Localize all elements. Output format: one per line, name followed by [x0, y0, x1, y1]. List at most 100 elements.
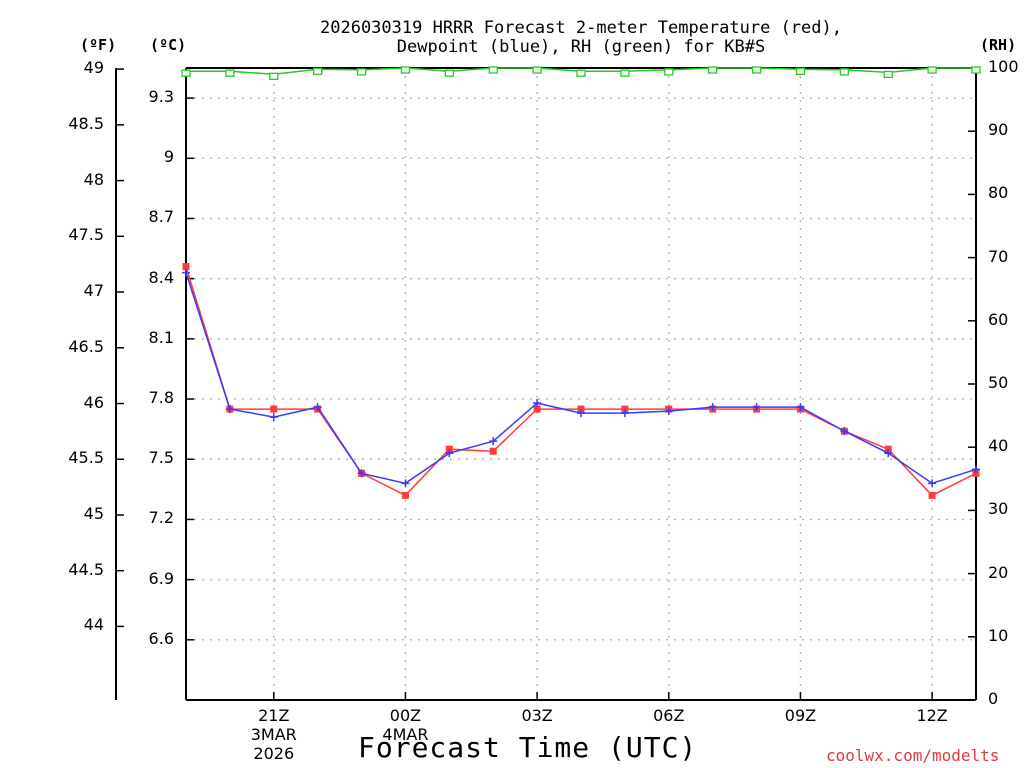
fahrenheit-tick-label: 45	[83, 503, 104, 523]
chart-title-line1: 2026030319 HRRR Forecast 2-meter Tempera…	[320, 18, 842, 38]
fahrenheit-tick-label: 48	[83, 169, 104, 189]
dewpoint-point	[313, 403, 322, 412]
rh-point	[971, 66, 981, 74]
fahrenheit-tick-label: 46.5	[68, 336, 104, 356]
fahrenheit-tick-label: 45.5	[68, 448, 104, 468]
fahrenheit-tick-label: 44	[83, 615, 104, 635]
temperature-point	[445, 445, 453, 453]
rh-unit-label: (RH)	[980, 36, 1017, 54]
temperature-point	[621, 405, 629, 413]
x-tick-label: 00Z	[389, 706, 422, 725]
dewpoint-point	[533, 399, 542, 408]
rh-point	[488, 66, 498, 74]
rh-tick-label: 20	[988, 562, 1009, 582]
rh-point	[883, 70, 893, 79]
dewpoint-series-line	[185, 272, 976, 485]
celsius-tick-label: 7.8	[148, 388, 174, 408]
rh-tick-label: 50	[988, 373, 1009, 392]
dewpoint-point	[796, 403, 805, 412]
fahrenheit-tick-label: 47	[83, 281, 104, 301]
rh-point	[356, 68, 367, 76]
rh-point	[444, 69, 454, 77]
chart-title-line2: Dewpoint (blue), RH (green) for KB#S	[396, 37, 766, 57]
x-tick-label: 21Z	[258, 706, 290, 725]
temperature-point	[401, 491, 409, 499]
temperature-point	[182, 263, 190, 271]
rh-point	[927, 66, 937, 74]
dewpoint-point	[489, 437, 498, 446]
rh-tick-label: 80	[988, 183, 1009, 203]
x-tick-label: 03Z	[521, 706, 553, 725]
dewpoint-point	[577, 409, 585, 418]
dewpoint-point	[225, 405, 234, 414]
rh-point	[313, 67, 323, 75]
rh-series-line	[186, 67, 976, 76]
celsius-tick-label: 9.3	[148, 87, 174, 107]
x-tick-date-label: 4MAR	[382, 725, 429, 744]
fahrenheit-tick-label: 47.5	[68, 225, 104, 245]
fahrenheit-tick-label: 46	[83, 392, 104, 412]
celsius-tick-label: 6.9	[148, 568, 174, 588]
rh-tick-label: 30	[988, 499, 1009, 519]
rh-point	[620, 69, 630, 77]
dewpoint-point	[884, 449, 893, 458]
rh-tick-label: 60	[988, 309, 1009, 329]
rh-point	[839, 68, 849, 76]
dewpoint-point	[664, 407, 673, 416]
dewpoint-point	[840, 427, 849, 436]
x-tick-date-label: 3MAR	[250, 725, 297, 744]
dewpoint-point	[357, 469, 366, 478]
rh-tick-label: 100	[988, 57, 1019, 76]
dewpoint-point	[972, 465, 980, 474]
x-tick-year-label: 2026	[253, 744, 295, 763]
rh-tick-label: 70	[988, 246, 1009, 266]
source-credit: coolwx.com/modelts	[826, 746, 1000, 765]
temperature-point	[972, 469, 980, 477]
dewpoint-point	[620, 409, 629, 418]
fahrenheit-tick-label: 44.5	[68, 559, 104, 579]
celsius-tick-label: 8.1	[148, 327, 174, 347]
celsius-tick-label: 8.4	[148, 267, 174, 287]
rh-tick-label: 0	[988, 689, 999, 708]
celsius-unit-label: (ºC)	[150, 36, 187, 54]
rh-tick-label: 40	[988, 436, 1009, 456]
temperature-point	[489, 447, 497, 455]
rh-point	[225, 69, 235, 77]
celsius-tick-label: 8.7	[148, 207, 174, 227]
rh-tick-label: 10	[988, 625, 1009, 645]
rh-point	[751, 66, 762, 74]
dewpoint-point	[182, 268, 190, 277]
dewpoint-point	[401, 479, 410, 488]
temperature-series-line	[185, 266, 976, 497]
celsius-tick-label: 9	[163, 147, 174, 167]
x-tick-label: 09Z	[784, 706, 817, 725]
celsius-tick-label: 7.2	[148, 508, 174, 528]
dewpoint-point	[928, 479, 937, 488]
temperature-point	[928, 491, 936, 499]
fahrenheit-tick-label: 48.5	[68, 113, 104, 133]
rh-point	[269, 72, 279, 80]
celsius-tick-label: 6.6	[148, 628, 174, 648]
celsius-tick-label: 7.5	[148, 448, 174, 468]
fahrenheit-tick-label: 49	[83, 58, 104, 78]
temperature-point	[577, 405, 585, 413]
rh-point	[181, 69, 191, 77]
x-axis-title: Forecast Time (UTC)	[358, 731, 698, 764]
dewpoint-point	[269, 413, 278, 422]
dewpoint-point	[752, 403, 761, 412]
rh-point	[708, 66, 718, 74]
temperature-point	[270, 405, 278, 413]
fahrenheit-unit-label: (ºF)	[80, 36, 117, 54]
temperature-point	[533, 405, 541, 413]
rh-point	[795, 67, 806, 75]
temperature-point	[884, 445, 892, 453]
rh-tick-label: 90	[988, 120, 1009, 140]
x-tick-label: 12Z	[916, 706, 948, 725]
rh-point	[532, 66, 542, 74]
rh-point	[576, 69, 586, 77]
x-tick-label: 06Z	[653, 706, 685, 725]
dewpoint-point	[445, 449, 454, 458]
rh-point	[664, 68, 674, 76]
rh-point	[400, 66, 411, 74]
